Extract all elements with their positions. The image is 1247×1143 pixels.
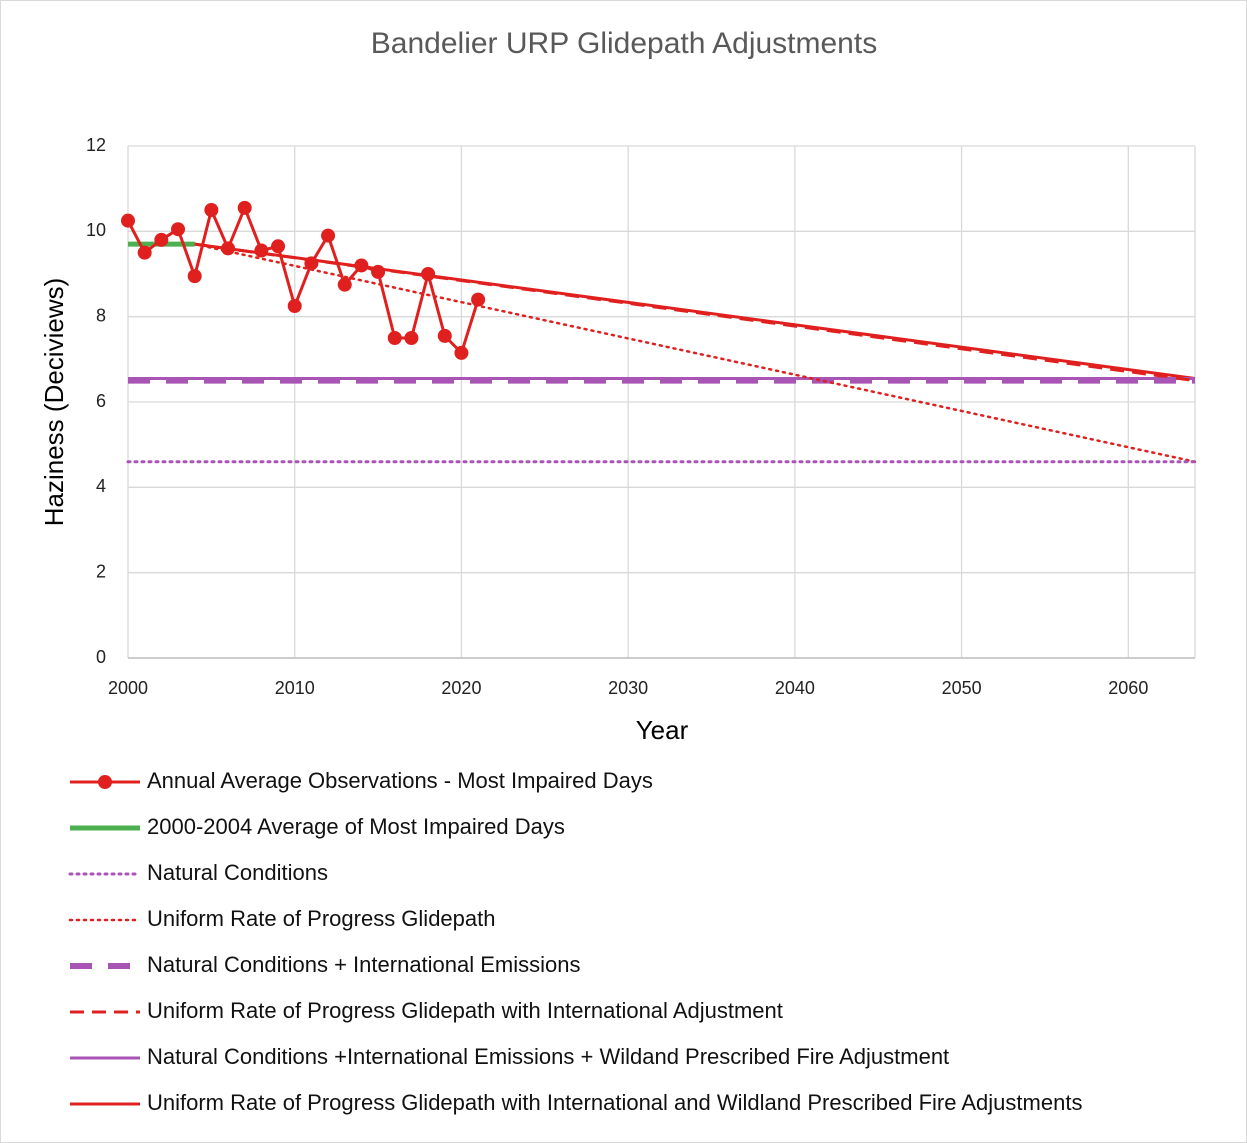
y-tick-label: 8 (96, 305, 106, 325)
legend-label: Uniform Rate of Progress Glidepath (147, 906, 496, 931)
legend-label: Natural Conditions (147, 860, 328, 885)
legend-label: 2000-2004 Average of Most Impaired Days (147, 814, 565, 839)
x-tick-label: 2010 (275, 678, 315, 698)
data-point (387, 331, 402, 345)
y-tick-label: 6 (96, 391, 106, 411)
legend-marker (98, 775, 112, 789)
data-point (404, 331, 419, 345)
y-tick-label: 4 (96, 476, 106, 496)
x-axis-label: Year (636, 715, 689, 745)
data-point (471, 292, 486, 307)
chart-title: Bandelier URP Glidepath Adjustments (371, 27, 877, 60)
x-tick-label: 2050 (942, 678, 982, 698)
data-point (304, 256, 319, 271)
data-point (137, 245, 152, 260)
data-point (371, 264, 386, 279)
data-point (237, 200, 252, 215)
data-point (271, 239, 286, 254)
data-point (121, 213, 135, 228)
x-tick-label: 2060 (1108, 678, 1148, 698)
data-point (421, 267, 436, 281)
data-point (321, 228, 336, 243)
data-point (254, 243, 269, 258)
data-point (221, 241, 236, 256)
legend-label: Annual Average Observations - Most Impai… (147, 768, 653, 793)
series-line (193, 242, 1197, 463)
x-tick-label: 2040 (775, 678, 815, 698)
data-point (154, 232, 169, 247)
data-point (171, 222, 186, 237)
y-axis-label: Haziness (Deciviews) (39, 278, 69, 527)
data-point (454, 345, 469, 360)
data-point (337, 277, 352, 292)
data-point (204, 203, 219, 217)
y-tick-label: 0 (96, 647, 106, 667)
x-tick-label: 2030 (608, 678, 648, 698)
legend-label: Natural Conditions +International Emissi… (147, 1044, 949, 1069)
data-point (187, 269, 202, 284)
y-tick-label: 12 (86, 135, 106, 155)
series-line (194, 242, 1196, 383)
x-tick-label: 2000 (108, 678, 148, 698)
x-tick-label: 2020 (441, 678, 481, 698)
legend-label: Uniform Rate of Progress Glidepath with … (147, 1090, 1082, 1115)
legend-label: Uniform Rate of Progress Glidepath with … (147, 998, 783, 1023)
y-tick-label: 2 (96, 561, 106, 581)
data-point (287, 299, 302, 313)
data-point (437, 328, 452, 343)
data-point (354, 258, 369, 273)
y-tick-label: 10 (86, 220, 106, 240)
legend-label: Natural Conditions + International Emiss… (147, 952, 581, 977)
series-line (126, 203, 480, 356)
